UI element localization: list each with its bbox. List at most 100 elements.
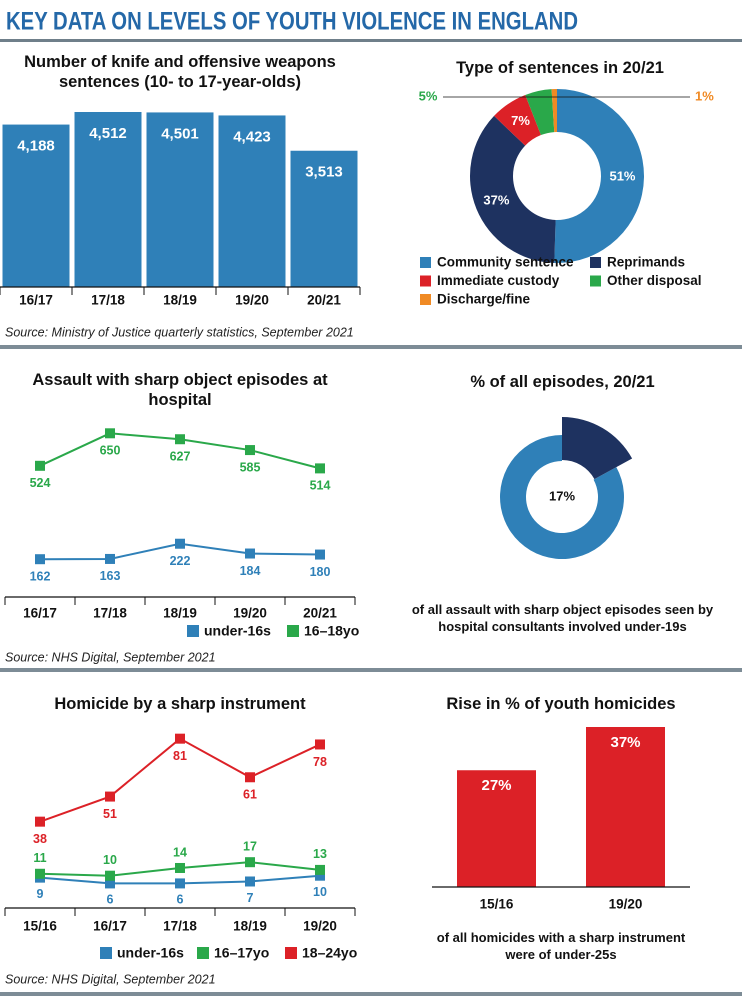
x-tick-label: 15/16 <box>23 919 57 934</box>
legend-label: Community sentence <box>437 255 574 270</box>
legend-swatch <box>420 275 431 287</box>
value-label: 51 <box>103 807 117 821</box>
point <box>105 870 115 881</box>
value-label: 17 <box>243 839 257 853</box>
bar <box>2 124 70 287</box>
bar <box>146 112 214 288</box>
bar <box>457 770 536 887</box>
chart-title: Type of sentences in 20/21 <box>456 59 664 77</box>
legend-swatch <box>197 947 209 959</box>
x-tick-label: 16/17 <box>93 919 127 934</box>
value-label: 4,501 <box>161 125 199 142</box>
point <box>315 739 325 750</box>
divider <box>0 668 742 672</box>
value-label: 163 <box>100 569 121 583</box>
point <box>245 548 255 559</box>
x-tick-label: 18/19 <box>163 293 197 308</box>
value-label: 37% <box>610 734 640 751</box>
x-tick-label: 17/18 <box>163 919 197 934</box>
value-label: 4,423 <box>233 128 271 145</box>
legend-swatch <box>420 257 431 268</box>
point <box>245 857 255 868</box>
point <box>315 864 325 875</box>
value-label: 222 <box>170 554 191 568</box>
legend-label: under-16s <box>117 945 184 961</box>
point <box>245 876 255 887</box>
chart-title: % of all episodes, 20/21 <box>470 373 655 391</box>
chart-note: of all assault with sharp object episode… <box>411 602 714 634</box>
legend-swatch <box>100 947 112 959</box>
bar <box>74 112 142 287</box>
legend-label: Reprimands <box>607 255 685 270</box>
chart-title: Rise in % of youth homicides <box>446 695 676 713</box>
point <box>35 554 45 565</box>
value-label: 1% <box>695 88 714 103</box>
donut-rest <box>500 435 624 559</box>
x-tick-label: 19/20 <box>303 919 337 934</box>
value-label: 81 <box>173 749 187 763</box>
point <box>175 538 185 549</box>
value-label: 38 <box>33 832 47 846</box>
divider <box>0 345 742 349</box>
value-label: 6 <box>177 893 184 907</box>
source: Source: NHS Digital, September 2021 <box>5 650 216 664</box>
value-label: 17% <box>549 488 575 503</box>
chart-title: Number of knife and offensive weapons se… <box>24 53 336 91</box>
x-tick-label: 19/20 <box>609 897 643 912</box>
donut-slice <box>494 94 541 146</box>
x-tick-label: 18/19 <box>163 606 197 621</box>
legend-label: Other disposal <box>607 273 702 288</box>
value-label: 6 <box>107 893 114 907</box>
page-title: KEY DATA ON LEVELS OF YOUTH VIOLENCE IN … <box>6 8 578 36</box>
point <box>315 870 325 881</box>
value-label: 4,188 <box>17 138 55 155</box>
value-label: 180 <box>310 565 331 579</box>
point <box>315 463 325 474</box>
legend-label: Immediate custody <box>437 273 560 288</box>
x-tick-label: 20/21 <box>303 606 337 621</box>
divider <box>0 39 742 42</box>
value-label: 78 <box>313 755 327 769</box>
value-label: 514 <box>310 479 331 493</box>
value-label: 650 <box>100 444 121 458</box>
value-label: 10 <box>313 885 327 899</box>
x-tick-label: 18/19 <box>233 919 267 934</box>
point <box>105 878 115 889</box>
legend-swatch <box>285 947 297 959</box>
value-label: 37% <box>483 192 509 207</box>
source: Source: Ministry of Justice quarterly st… <box>5 325 354 339</box>
value-label: 11 <box>33 851 46 865</box>
legend-label: 18–24yo <box>302 945 357 961</box>
bar <box>218 115 286 287</box>
legend-swatch <box>590 257 601 268</box>
value-label: 3,513 <box>305 164 343 181</box>
legend-swatch <box>287 625 299 637</box>
point <box>35 816 45 827</box>
x-tick-label: 16/17 <box>19 293 53 308</box>
legend-label: Discharge/fine <box>437 292 531 307</box>
x-tick-label: 19/20 <box>233 606 267 621</box>
x-tick-label: 15/16 <box>480 897 514 912</box>
source: Source: NHS Digital, September 2021 <box>5 972 216 986</box>
chart-title: Homicide by a sharp instrument <box>54 695 306 713</box>
value-label: 627 <box>170 450 191 464</box>
point <box>175 862 185 873</box>
donut-slice <box>554 89 644 263</box>
legend-swatch <box>187 625 199 637</box>
donut-slice <box>469 115 556 263</box>
value-label: 5% <box>419 88 438 103</box>
value-label: 585 <box>240 460 261 474</box>
point <box>175 878 185 889</box>
value-label: 524 <box>30 476 51 490</box>
chart-note: of all homicides with a sharp instrument… <box>436 930 686 962</box>
value-label: 7 <box>247 891 254 905</box>
point <box>105 553 115 564</box>
legend-label: 16–17yo <box>214 945 269 961</box>
x-tick-label: 17/18 <box>93 606 127 621</box>
value-label: 27% <box>481 777 511 794</box>
legend-swatch <box>420 294 431 305</box>
value-label: 184 <box>240 564 261 578</box>
x-tick-label: 19/20 <box>235 293 269 308</box>
point <box>175 434 185 445</box>
